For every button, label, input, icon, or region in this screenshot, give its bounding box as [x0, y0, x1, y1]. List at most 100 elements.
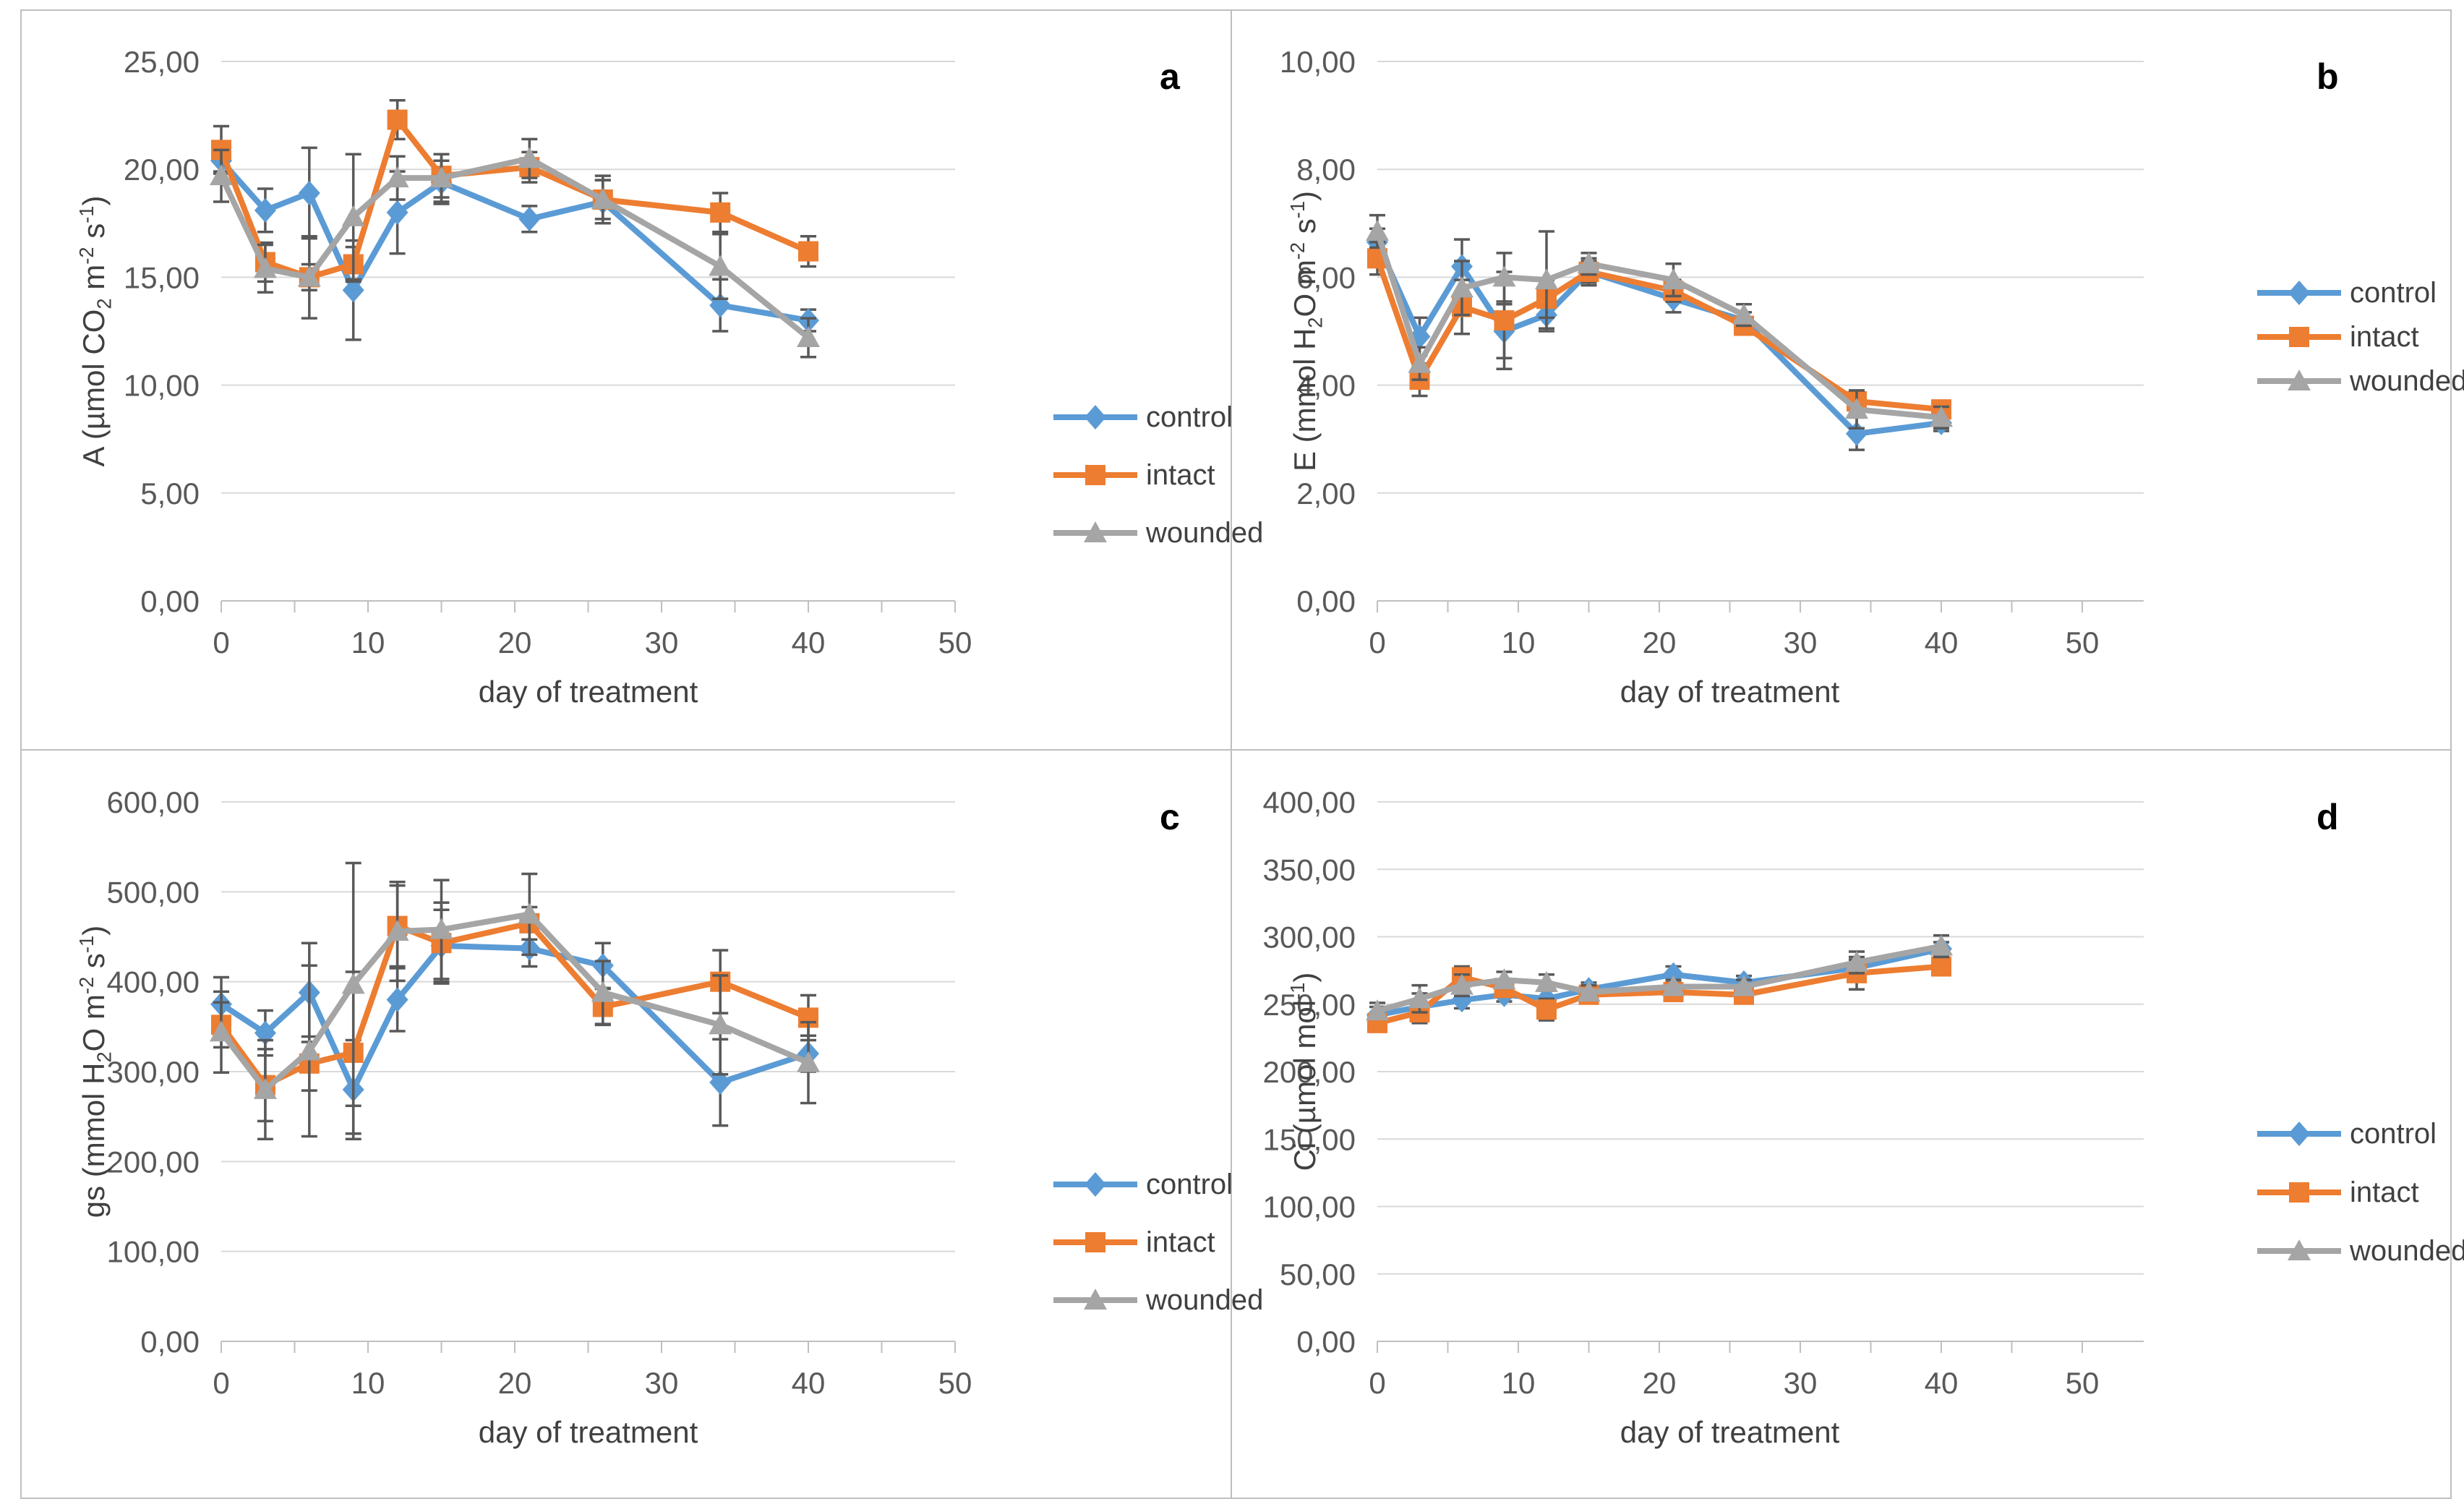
series-control-markers: [210, 933, 819, 1102]
y-axis-title: gs (mmol H2O m-2 s-1): [75, 925, 116, 1218]
y-tick-label: 20,00: [124, 153, 200, 187]
legend-item-wounded: wounded: [2256, 1234, 2464, 1268]
series-wounded-marker: [1577, 980, 1601, 1001]
y-axis-title: E (mmol H2O m-2 s-1): [1286, 190, 1327, 472]
legend-marker: [2288, 1239, 2311, 1260]
series-wounded-marker: [1492, 265, 1516, 287]
series-control-marker: [298, 181, 320, 206]
legend-marker: [2289, 1182, 2309, 1203]
legend-item-intact: intact: [2256, 320, 2419, 354]
series-wounded-marker: [1408, 351, 1432, 373]
series-control-line: [218, 942, 811, 1093]
x-tick-label: 20: [498, 1366, 532, 1400]
series-wounded-marker: [1366, 219, 1389, 241]
series-control-marker: [518, 206, 541, 231]
legend-triangle-icon: [2257, 1239, 2341, 1260]
x-tick-label: 10: [351, 1366, 385, 1400]
legend-square-icon: [2257, 1182, 2341, 1203]
panel-d: 0,00 50,00 100,00 150,00 200,00 250,00 300,00 3…: [1231, 750, 2464, 1500]
legend-marker: [2288, 281, 2310, 305]
series-wounded-marker: [1535, 970, 1558, 992]
series-wounded-marker: [1845, 950, 1868, 972]
legend-marker: [2288, 1122, 2310, 1146]
series-wounded-markers: [1366, 219, 1953, 427]
legend-item-intact: intact: [1052, 458, 1215, 492]
series-intact-marker: [387, 109, 408, 130]
series-wounded-markers: [210, 902, 820, 1099]
chart-d: 0,00 50,00 100,00 150,00 200,00 250,00 300,00 3…: [1263, 785, 2144, 1449]
panel-a: 0,00 5,00 10,00 15,00 20,00 25,00 0 10 20 30 40 50 d…: [20, 9, 1263, 750]
legend-label: wounded: [2350, 364, 2464, 397]
x-tick-label: 0: [213, 625, 229, 659]
y-tick-label: 6,00: [1296, 260, 1356, 294]
series-wounded-marker: [1930, 406, 1953, 427]
legend-diamond-icon: [2257, 281, 2341, 305]
chart-b: 0,00 2,00 4,00 6,00 8,00 10,00 0 10 20 30 40 50 day …: [1280, 45, 2144, 709]
legend-marker: [1085, 465, 1105, 485]
series-wounded-marker: [591, 187, 615, 209]
series-intact-marker: [1931, 956, 1951, 977]
y-tick-label: 350,00: [1263, 853, 1356, 887]
legend-item-control: control: [1052, 400, 1233, 435]
y-tick-label: 5,00: [140, 477, 200, 511]
x-axis-title: day of treatment: [479, 1415, 698, 1449]
legend-triangle-icon: [1053, 1289, 1137, 1310]
legend-label: wounded: [1146, 516, 1264, 549]
y-tick-label: 100,00: [1263, 1190, 1356, 1224]
legend-marker: [1085, 1172, 1106, 1197]
legend-item-control: control: [2256, 276, 2437, 310]
y-tick-label: 200,00: [1263, 1055, 1356, 1089]
x-tick-label: 20: [1643, 625, 1677, 659]
series-wounded-marker: [297, 1039, 321, 1061]
series-intact-marker: [798, 241, 818, 262]
legend-square-icon: [1053, 1232, 1137, 1252]
chart-a: 0,00 5,00 10,00 15,00 20,00 25,00 0 10 20 30 40 50 d…: [124, 45, 972, 709]
series-wounded-line: [218, 911, 811, 1093]
series-wounded-marker: [709, 1013, 732, 1035]
y-tick-label: 300,00: [1263, 921, 1356, 954]
x-tick-label: 0: [213, 1366, 229, 1400]
series-wounded-marker: [1535, 268, 1558, 290]
series-wounded-marker: [429, 166, 453, 188]
series-wounded-marker: [709, 255, 732, 276]
legend-item-intact: intact: [1052, 1225, 1215, 1260]
series-wounded-error-bars: [213, 137, 816, 359]
x-tick-label: 30: [645, 1366, 679, 1400]
x-tick-label: 20: [1643, 1366, 1677, 1400]
x-axis-title: day of treatment: [479, 675, 698, 709]
panel-letter-a: a: [1160, 56, 1180, 97]
y-tick-label: 250,00: [1263, 988, 1356, 1022]
x-tick-label: 10: [1502, 625, 1536, 659]
y-tick-label: 10,00: [124, 369, 200, 403]
series-wounded-marker: [1661, 975, 1685, 996]
y-tick-label: 0,00: [140, 584, 200, 618]
series-wounded-marker: [797, 1051, 820, 1072]
panel-letter-d: d: [2317, 797, 2339, 837]
series-wounded-marker: [385, 166, 409, 188]
legend-item-wounded: wounded: [1052, 516, 1263, 550]
series-wounded-marker: [385, 920, 409, 941]
y-tick-label: 15,00: [124, 260, 200, 294]
x-tick-label: 10: [1502, 1366, 1536, 1400]
legend-marker: [1084, 1289, 1107, 1310]
y-tick-label: 300,00: [107, 1055, 200, 1089]
x-tick-label: 40: [792, 625, 826, 659]
series-wounded-marker: [1366, 999, 1389, 1021]
series-wounded-marker: [1577, 252, 1601, 273]
series-wounded-marker: [341, 205, 365, 226]
y-tick-label: 100,00: [107, 1235, 200, 1269]
legend-label: intact: [1146, 1226, 1215, 1258]
x-tick-label: 0: [1369, 1366, 1385, 1400]
legend-item-wounded: wounded: [1052, 1283, 1263, 1317]
series-control-marker: [254, 197, 276, 223]
gridlines: [221, 801, 955, 1342]
series-wounded-marker: [797, 325, 820, 347]
figure-border: [20, 9, 2452, 1499]
series-control-line: [1374, 239, 1944, 437]
x-axis: 0 10 20 30 40 50: [1369, 1341, 2099, 1400]
series-intact-markers: [211, 913, 818, 1095]
legend-label: wounded: [1146, 1284, 1264, 1316]
x-axis-title: day of treatment: [1620, 1415, 1840, 1449]
series-wounded-marker: [341, 973, 365, 994]
gridlines: [221, 61, 955, 602]
